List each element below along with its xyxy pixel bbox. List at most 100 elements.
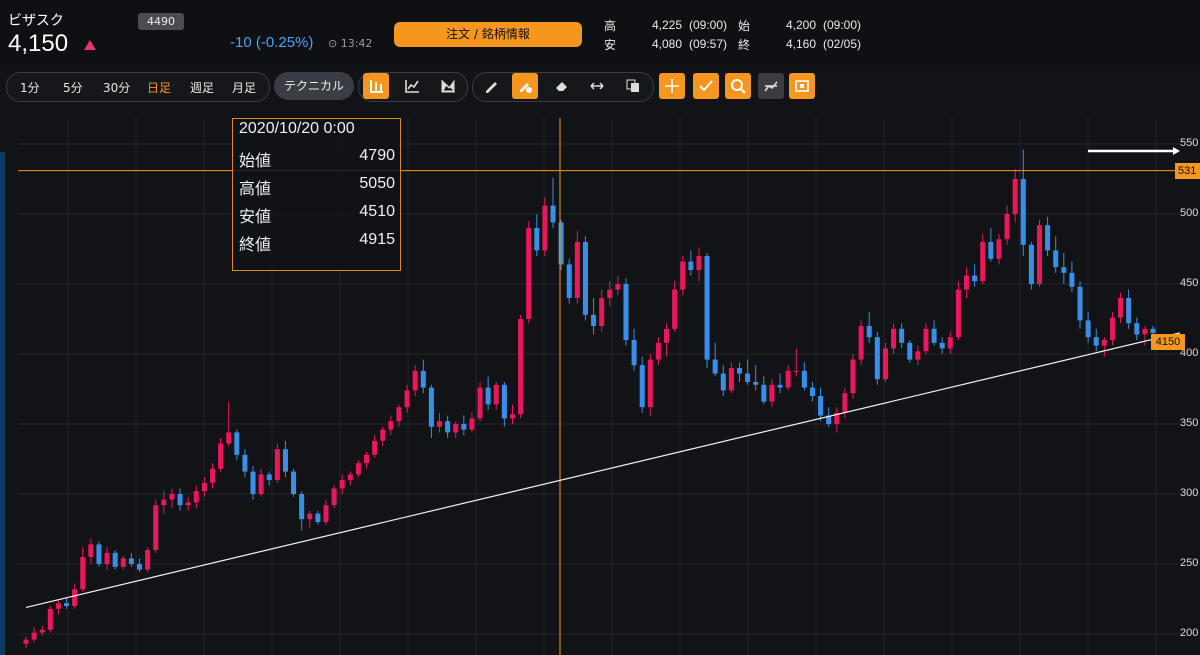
stock-name: ビザスク — [8, 13, 64, 29]
candle-body — [420, 370, 426, 388]
candle-body — [631, 340, 637, 366]
info-low-value: 4510 — [359, 203, 395, 220]
area-chart-icon[interactable] — [435, 73, 461, 99]
y-tick-label: 250 — [1180, 557, 1199, 569]
candle-body — [899, 328, 905, 343]
left-scroll-edge[interactable] — [0, 152, 5, 655]
candle-body — [566, 264, 572, 298]
candle-body — [501, 384, 507, 419]
candle-body — [664, 328, 670, 343]
y-tick-label: 350 — [1180, 417, 1199, 429]
candle-body — [80, 557, 86, 590]
candle-body — [769, 384, 775, 402]
candle-body — [850, 359, 856, 394]
timeframe-monthly[interactable]: 月足 — [232, 81, 257, 95]
candle-body — [169, 494, 175, 500]
checkmark-icon[interactable] — [693, 73, 719, 99]
candlestick-chart-icon[interactable] — [363, 73, 389, 99]
candle-body — [88, 544, 94, 557]
candle-body — [209, 468, 215, 483]
line-chart-icon[interactable] — [399, 73, 425, 99]
candle-body — [526, 228, 532, 319]
low-time: (09:57) — [689, 37, 728, 51]
candle-body — [582, 242, 588, 315]
info-close-label: 終値 — [239, 235, 272, 254]
candle-body — [842, 393, 848, 413]
candle-body — [858, 326, 864, 360]
candle-body — [923, 328, 929, 352]
candle-body — [291, 471, 297, 494]
horizontal-measure-icon[interactable] — [584, 73, 610, 99]
candle-body — [1028, 244, 1034, 284]
candle-body — [47, 608, 53, 630]
horizontal-line-label: 531 — [1175, 163, 1200, 179]
candle-body — [558, 222, 564, 265]
crosshair-icon[interactable] — [659, 73, 685, 99]
candle-body — [307, 513, 313, 520]
eraser-icon[interactable] — [548, 73, 574, 99]
candle-body — [1093, 337, 1099, 346]
candle-body — [1109, 317, 1115, 340]
close-label: 終 — [738, 38, 751, 52]
candle-body — [64, 603, 70, 606]
candle-body — [607, 289, 613, 298]
open-label: 始 — [738, 19, 751, 33]
candle-body — [31, 632, 37, 640]
candle-body — [1004, 214, 1010, 240]
candle-body — [996, 239, 1002, 259]
candle-body — [955, 289, 961, 338]
candle-body — [39, 629, 45, 633]
zoom-icon[interactable] — [725, 73, 751, 99]
candle-body — [785, 370, 791, 388]
candle-body — [793, 370, 799, 372]
pen-icon[interactable] — [478, 73, 504, 99]
candle-body — [177, 494, 183, 506]
color-pen-icon[interactable] — [512, 73, 538, 99]
candle-body — [274, 449, 280, 480]
candle-body — [128, 558, 134, 564]
y-tick-label: 300 — [1180, 487, 1199, 499]
close-time: (02/05) — [823, 37, 862, 51]
candle-body — [639, 365, 645, 408]
candle-body — [193, 491, 199, 503]
candle-body — [477, 387, 483, 419]
candle-body — [72, 589, 78, 606]
y-tick-label: 550 — [1180, 137, 1199, 149]
timeframe-5min[interactable]: 5分 — [63, 81, 83, 95]
order-info-button[interactable]: 注文 / 銘柄情報 — [394, 22, 582, 47]
candle-body — [445, 421, 451, 433]
timeframe-weekly[interactable]: 週足 — [190, 81, 215, 95]
update-time-value: 13:42 — [340, 37, 373, 50]
y-tick-label: 450 — [1180, 277, 1199, 289]
candle-body — [315, 513, 321, 522]
technical-button[interactable]: テクニカル — [274, 72, 354, 100]
timeframe-30min[interactable]: 30分 — [103, 81, 131, 95]
candle-body — [696, 256, 702, 270]
candle-body — [647, 359, 653, 408]
candle-body — [720, 373, 726, 391]
price-chart[interactable] — [18, 118, 1180, 655]
trend-compare-icon[interactable] — [758, 73, 784, 99]
candle-body — [1045, 225, 1051, 251]
candle-body — [891, 328, 897, 349]
candle-body — [826, 415, 832, 424]
close-value: 4,160 — [786, 37, 817, 51]
screen-capture-icon[interactable] — [789, 73, 815, 99]
candle-body — [518, 319, 524, 415]
candle-body — [493, 384, 499, 405]
candle-body — [323, 505, 329, 522]
candle-body — [185, 502, 191, 506]
candle-body — [250, 471, 256, 494]
candle-body — [112, 552, 118, 567]
high-time: (09:00) — [689, 18, 728, 32]
high-label: 高 — [604, 19, 617, 33]
candle-body — [1069, 272, 1075, 287]
candle-body — [347, 474, 353, 480]
timeframe-daily[interactable]: 日足 — [147, 81, 172, 95]
timeframe-1min[interactable]: 1分 — [20, 81, 40, 95]
candle-body — [907, 342, 913, 360]
candle-body — [866, 326, 872, 338]
candle-body — [550, 205, 556, 223]
copy-icon[interactable] — [620, 73, 646, 99]
candle-body — [980, 242, 986, 282]
